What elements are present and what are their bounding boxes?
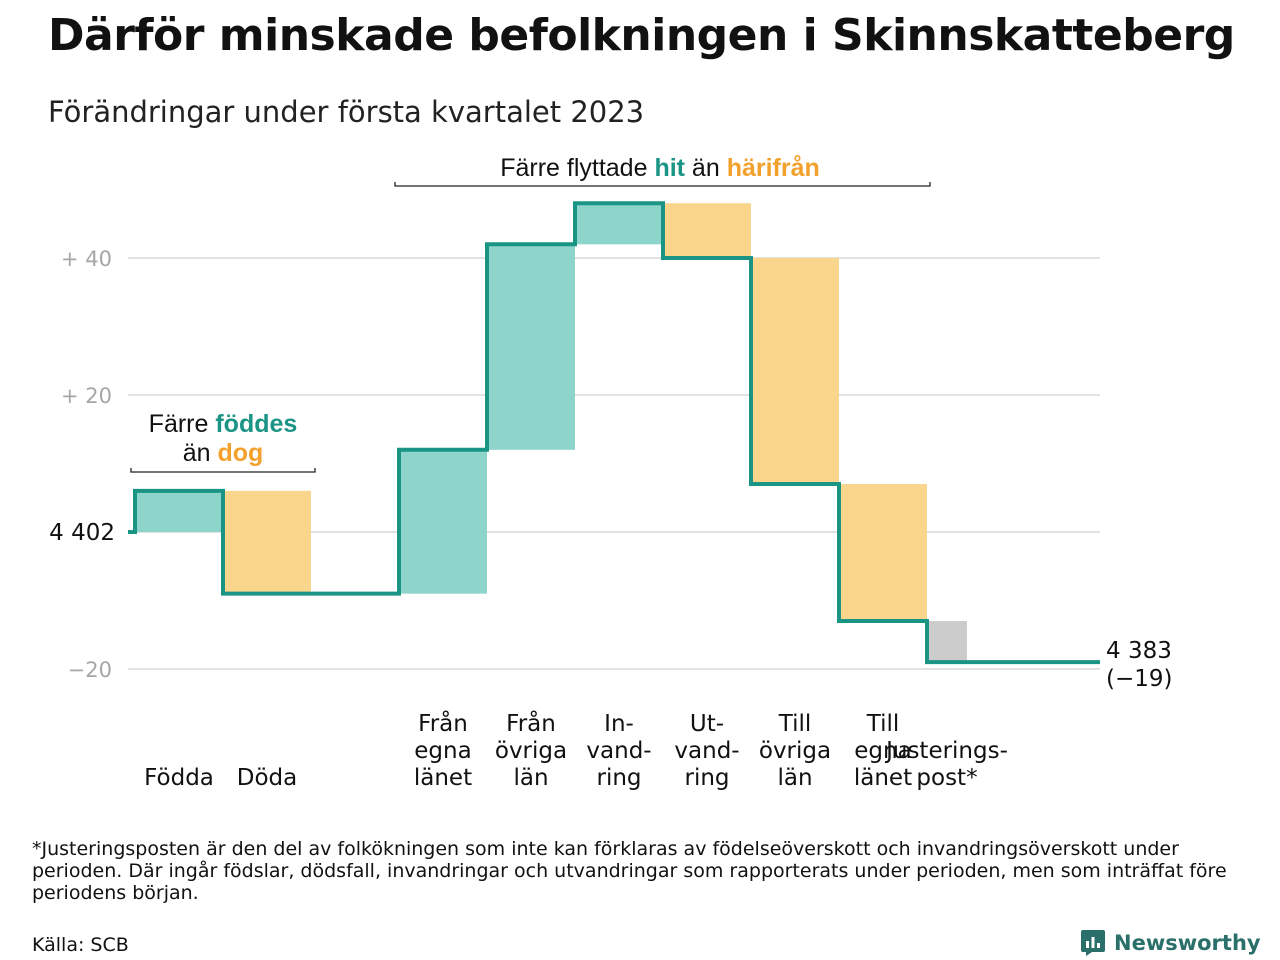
step-line-group <box>128 201 1100 665</box>
y-tick-label: + 40 <box>61 247 112 271</box>
end-value-label: 4 383 <box>1106 638 1172 664</box>
chart-title: Därför minskade befolkningen i Skinnskat… <box>48 10 1235 61</box>
step-line <box>128 201 1100 665</box>
annotation-births-line: Färre föddes <box>149 410 298 438</box>
waterfall-chart: + 40 + 20 −20 Födda Döda Från egna länet Från öv… <box>49 154 1172 791</box>
chart-subtitle: Förändringar under första kvartalet 2023 <box>48 95 645 129</box>
annotation-births-line: än dog <box>183 439 264 467</box>
bar-fran-egna <box>399 449 487 594</box>
bar-utvandring <box>663 203 751 258</box>
annotation-bracket <box>394 182 931 187</box>
annotation-migration-line: Färre flyttade hit än härifrån <box>500 154 820 182</box>
category-label-fodda: Födda <box>144 765 214 791</box>
bar-doda <box>223 490 311 594</box>
footnote: *Justeringsposten är den del av folkökni… <box>32 838 1227 904</box>
y-tick-labels: + 40 + 20 −20 <box>61 247 112 682</box>
y-tick-label: + 20 <box>61 384 112 408</box>
source-note: Källa: SCB <box>32 934 129 956</box>
start-value-label: 4 402 <box>49 520 115 546</box>
brand-logo: Newsworthy <box>1080 928 1261 958</box>
end-labels: 4 402 4 383(−19) <box>49 520 1172 692</box>
annotation-bracket <box>130 468 316 473</box>
gridlines <box>128 257 1100 670</box>
bar-till-ovriga <box>751 258 839 485</box>
end-change-label: (−19) <box>1106 666 1172 692</box>
bar-fran-ovriga <box>487 244 575 450</box>
bars <box>135 203 967 663</box>
bar-chart-logo-icon <box>1081 930 1105 956</box>
category-label-fran-ovriga: Från övriga län <box>495 709 567 791</box>
bar-till-egna <box>839 484 927 622</box>
bar-justering <box>927 621 967 663</box>
category-label-utvandring: Ut-vand-ring <box>674 711 739 791</box>
category-label-till-egna: Till egna länet <box>854 711 912 791</box>
category-labels: Födda Döda Från egna länet Från övriga län In-va… <box>144 709 1008 791</box>
bar-invandring <box>575 203 663 245</box>
category-label-invandring: In-vand-ring <box>586 711 651 791</box>
y-tick-label: −20 <box>68 658 112 682</box>
category-label-justering: Justerings-post* <box>884 738 1008 791</box>
category-label-fran-egna: Från egna länet <box>414 709 472 791</box>
category-label-till-ovriga: Till övriga län <box>759 711 831 791</box>
bar-fodda <box>135 490 223 532</box>
category-label-doda: Döda <box>237 765 297 791</box>
brand-name: Newsworthy <box>1114 931 1261 955</box>
